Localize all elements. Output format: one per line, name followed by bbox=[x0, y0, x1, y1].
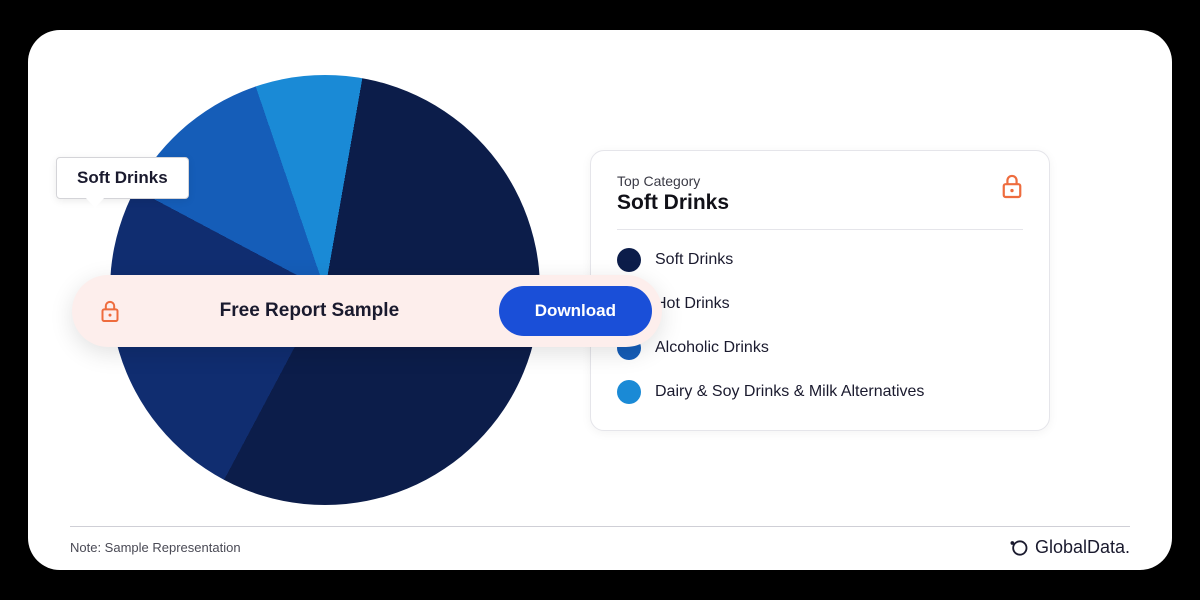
main-area: Soft Drinks Free Report Sample Download … bbox=[70, 60, 1130, 520]
lock-icon bbox=[100, 299, 120, 323]
legend-item: Hot Drinks bbox=[617, 292, 1023, 316]
legend-header-text: Top Category Soft Drinks bbox=[617, 173, 729, 215]
download-button[interactable]: Download bbox=[499, 286, 652, 336]
cta-bar: Free Report Sample Download bbox=[72, 275, 662, 347]
legend-swatch bbox=[617, 380, 641, 404]
brand: GlobalData. bbox=[1009, 537, 1130, 558]
legend-item-label: Soft Drinks bbox=[655, 251, 733, 269]
legend-subtitle: Top Category bbox=[617, 173, 729, 189]
lock-icon bbox=[1001, 173, 1023, 199]
pie-chart-container: Soft Drinks Free Report Sample Download bbox=[110, 75, 540, 505]
callout-text: Soft Drinks bbox=[77, 168, 168, 187]
legend-item-label: Alcoholic Drinks bbox=[655, 339, 769, 357]
infographic-card: Soft Drinks Free Report Sample Download … bbox=[28, 30, 1172, 570]
legend-title: Soft Drinks bbox=[617, 191, 729, 215]
legend-item-label: Hot Drinks bbox=[655, 295, 730, 313]
legend-item: Alcoholic Drinks bbox=[617, 336, 1023, 360]
footer: Note: Sample Representation GlobalData. bbox=[70, 526, 1130, 558]
legend-item-label: Dairy & Soy Drinks & Milk Alternatives bbox=[655, 383, 924, 401]
brand-text: GlobalData. bbox=[1035, 537, 1130, 558]
legend-item: Dairy & Soy Drinks & Milk Alternatives bbox=[617, 380, 1023, 404]
legend-swatch bbox=[617, 248, 641, 272]
slice-callout-label: Soft Drinks bbox=[56, 157, 189, 199]
footer-note: Note: Sample Representation bbox=[70, 540, 241, 555]
legend-panel: Top Category Soft Drinks Soft Drinks Hot … bbox=[590, 150, 1050, 431]
legend-item: Soft Drinks bbox=[617, 248, 1023, 272]
cta-text: Free Report Sample bbox=[138, 300, 481, 322]
globaldata-logo-icon bbox=[1009, 538, 1029, 558]
legend-header: Top Category Soft Drinks bbox=[617, 173, 1023, 230]
legend-list: Soft Drinks Hot Drinks Alcoholic Drinks Dai… bbox=[617, 248, 1023, 404]
